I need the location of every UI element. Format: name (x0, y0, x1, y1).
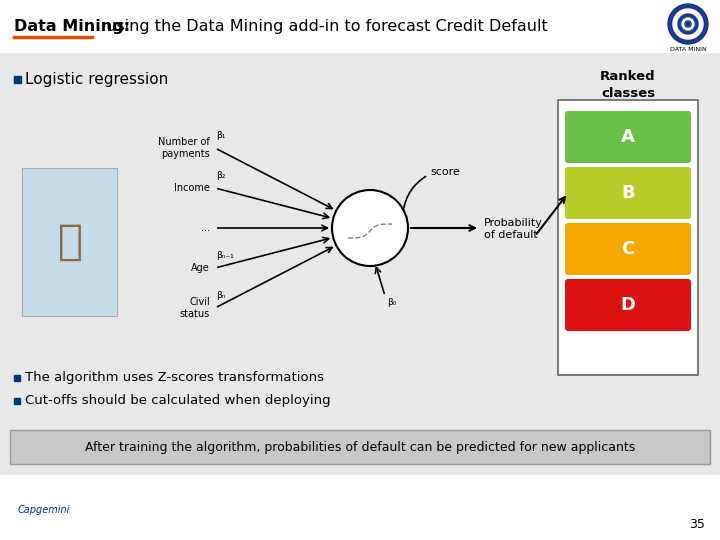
Text: 35: 35 (689, 518, 705, 531)
Text: Capgemini: Capgemini (18, 505, 71, 515)
Text: B: B (621, 184, 635, 202)
Text: βₙ: βₙ (216, 292, 225, 300)
Text: β₁: β₁ (216, 132, 225, 140)
Text: ...: ... (201, 223, 210, 233)
Bar (10, 430, 710, 464)
Bar (558, 100, 698, 375)
Bar (14, 76, 21, 83)
FancyBboxPatch shape (565, 111, 691, 163)
Circle shape (685, 21, 691, 27)
Text: The algorithm uses Z-scores transformations: The algorithm uses Z-scores transformati… (25, 371, 324, 384)
Text: using the Data Mining add-in to forecast Credit Default: using the Data Mining add-in to forecast… (101, 18, 548, 33)
FancyBboxPatch shape (565, 167, 691, 219)
Bar (0, 0, 720, 52)
Bar (0, 475, 720, 540)
Text: Probability
of default: Probability of default (484, 218, 543, 240)
Text: β₂: β₂ (216, 172, 225, 180)
Text: C: C (621, 240, 634, 258)
Text: score: score (430, 167, 460, 177)
FancyBboxPatch shape (565, 223, 691, 275)
Text: Civil
status: Civil status (180, 297, 210, 319)
Circle shape (332, 190, 408, 266)
Text: Age: Age (192, 263, 210, 273)
Text: Cut-offs should be calculated when deploying: Cut-offs should be calculated when deplo… (25, 394, 330, 407)
Bar (14, 398, 20, 404)
Text: Number of
payments: Number of payments (158, 137, 210, 159)
Text: D: D (621, 296, 636, 314)
Text: Ranked
classes: Ranked classes (600, 70, 656, 100)
Text: Logistic regression: Logistic regression (25, 72, 168, 87)
Text: DATA MININ: DATA MININ (670, 47, 706, 52)
FancyBboxPatch shape (565, 279, 691, 331)
Text: Income: Income (174, 183, 210, 193)
Text: β₀: β₀ (387, 298, 397, 307)
Circle shape (682, 18, 694, 30)
Text: After training the algorithm, probabilities of default can be predicted for new : After training the algorithm, probabilit… (85, 441, 635, 454)
Text: A: A (621, 128, 635, 146)
Text: Data Mining:: Data Mining: (14, 18, 130, 33)
Text: βₙ₋₁: βₙ₋₁ (216, 252, 234, 260)
Circle shape (678, 14, 698, 34)
Circle shape (668, 4, 708, 44)
Bar (14, 375, 20, 381)
Circle shape (673, 9, 703, 39)
Text: 🚶: 🚶 (58, 221, 83, 263)
Bar (22, 168, 117, 316)
